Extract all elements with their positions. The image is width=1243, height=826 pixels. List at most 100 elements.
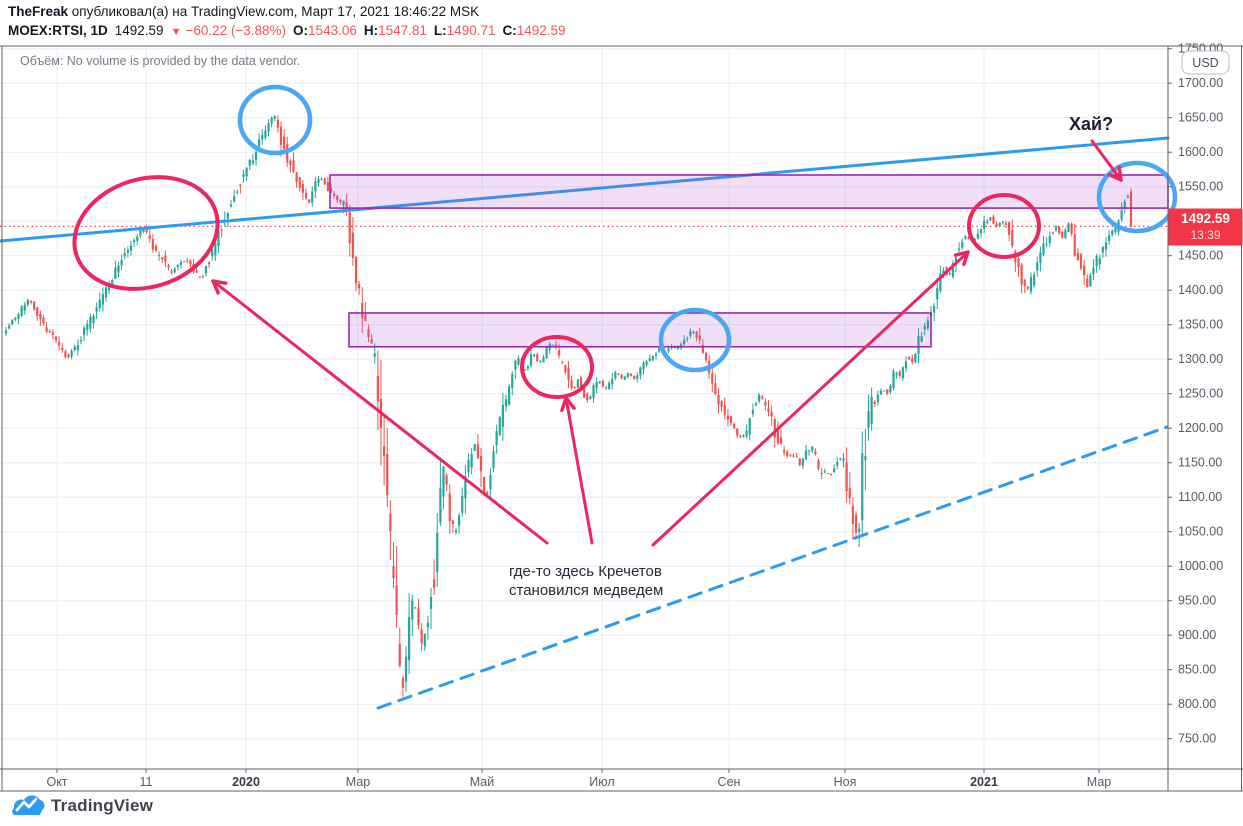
- candle-body: [598, 381, 601, 384]
- crimson-ellipse-nov2019[interactable]: [60, 160, 231, 306]
- tradingview-logo-text: TradingView: [51, 796, 154, 815]
- candle-body: [1020, 264, 1023, 285]
- candle-body: [770, 411, 773, 417]
- crimson-circle-jun2020[interactable]: [520, 335, 594, 399]
- candle-body: [639, 367, 642, 376]
- candle-body: [879, 390, 883, 395]
- price-tick-label: 1600.00: [1178, 145, 1223, 159]
- candle-body: [1095, 256, 1098, 267]
- candle-body: [361, 302, 364, 318]
- candle-body: [551, 344, 554, 346]
- candle-body: [742, 435, 745, 438]
- low-value: 1490.71: [446, 23, 496, 38]
- candle-body: [604, 387, 608, 389]
- symbol-interval: MOEX:RTSI, 1D: [8, 23, 108, 38]
- axes-layer: 750.00 800.00 850.00 900.00 950.00 1000.00 105…: [0, 42, 1243, 792]
- blue-circle-jan2020-top[interactable]: [237, 84, 313, 156]
- candle-body: [489, 475, 492, 490]
- candle-body: [433, 579, 436, 588]
- candle-body: [104, 287, 108, 298]
- tradingview-logo[interactable]: TradingView: [12, 794, 153, 818]
- candle-body: [442, 466, 445, 497]
- candle-body: [120, 260, 123, 266]
- blue-circle-mar2021-high[interactable]: [1096, 160, 1178, 234]
- price-tick-label: 1050.00: [1178, 525, 1223, 539]
- candle-body: [1058, 226, 1061, 234]
- currency-chip[interactable]: [1181, 50, 1230, 75]
- candle-body: [726, 415, 729, 420]
- candle-body: [176, 264, 179, 268]
- candle-body: [61, 347, 64, 351]
- candle-body: [14, 317, 17, 320]
- candle-body: [889, 385, 892, 393]
- candle-body: [208, 262, 211, 265]
- candle-body: [98, 299, 101, 308]
- candle-body: [795, 456, 798, 458]
- arrow-to-nov2019-ellipse-head: [211, 279, 228, 285]
- candle-body: [1048, 235, 1051, 244]
- candle-body: [417, 608, 420, 625]
- candle-body: [133, 240, 136, 243]
- upper-supply-zone[interactable]: [329, 174, 1169, 209]
- time-tick-label: 2020: [232, 775, 260, 789]
- candle-body: [779, 437, 783, 444]
- candle-body: [933, 306, 936, 313]
- arrow-to-nov2019-ellipse[interactable]: [211, 279, 549, 545]
- price-tick-label: 1450.00: [1178, 249, 1223, 263]
- candle-body: [479, 455, 483, 472]
- candle-body: [1039, 252, 1042, 263]
- candle-body: [292, 160, 295, 172]
- candle-body: [264, 130, 267, 138]
- candle-body: [954, 257, 958, 262]
- candle-body: [873, 401, 876, 404]
- candle-body: [714, 383, 717, 395]
- high-label: H:: [363, 23, 379, 38]
- candle-body: [1036, 262, 1039, 271]
- candle-body: [1064, 230, 1067, 239]
- candle-body: [729, 416, 733, 424]
- candle-body: [689, 331, 692, 336]
- candle-body: [786, 452, 789, 456]
- arrow-to-jun2020-circle[interactable]: [564, 396, 594, 545]
- candle-body: [204, 266, 208, 274]
- candle-body: [123, 253, 126, 257]
- candle-body: [542, 357, 545, 363]
- candle-body: [811, 446, 814, 451]
- candle-body: [623, 376, 626, 380]
- candle-body: [761, 396, 764, 399]
- candle-body: [608, 382, 611, 389]
- candle-body: [501, 404, 504, 427]
- crimson-circle-jan2021[interactable]: [967, 193, 1041, 259]
- candle-body: [70, 350, 73, 357]
- candle-body: [611, 379, 614, 385]
- publish-info-line: TheFreak опубликовал(а) на TradingView.c…: [8, 4, 479, 19]
- time-tick-label: Май: [470, 775, 495, 789]
- candle-body: [589, 396, 592, 399]
- bar-countdown-label: 13:39: [1190, 228, 1220, 242]
- candle-body: [439, 488, 442, 523]
- candle-body: [967, 237, 970, 240]
- arrow-from-high-label[interactable]: [1090, 139, 1123, 182]
- solid-uptrend-line: [0, 136, 1170, 243]
- candle-body: [592, 385, 595, 398]
- last-price-label-value: 1492.59: [1181, 211, 1230, 226]
- arrow-to-nov2019-ellipse-head: [211, 279, 220, 295]
- candle-body: [36, 307, 39, 317]
- arrow-to-jan2021-circle[interactable]: [651, 250, 970, 547]
- candle-body: [1104, 242, 1108, 250]
- time-tick-label: Мар: [346, 775, 371, 789]
- candle-body: [686, 338, 689, 340]
- candle-body: [1073, 234, 1076, 256]
- candle-body: [8, 325, 11, 329]
- time-tick-label: 11: [140, 775, 153, 789]
- price-tick-label: 750.00: [1178, 732, 1216, 746]
- lower-supply-zone[interactable]: [348, 312, 932, 348]
- price-tick-label: 1250.00: [1178, 387, 1223, 401]
- price-tick-label: 1650.00: [1178, 111, 1223, 125]
- price-tick-label: 1100.00: [1178, 490, 1222, 504]
- blue-circle-aug2020[interactable]: [658, 307, 732, 373]
- candle-body: [186, 260, 189, 262]
- candle-body: [376, 375, 379, 402]
